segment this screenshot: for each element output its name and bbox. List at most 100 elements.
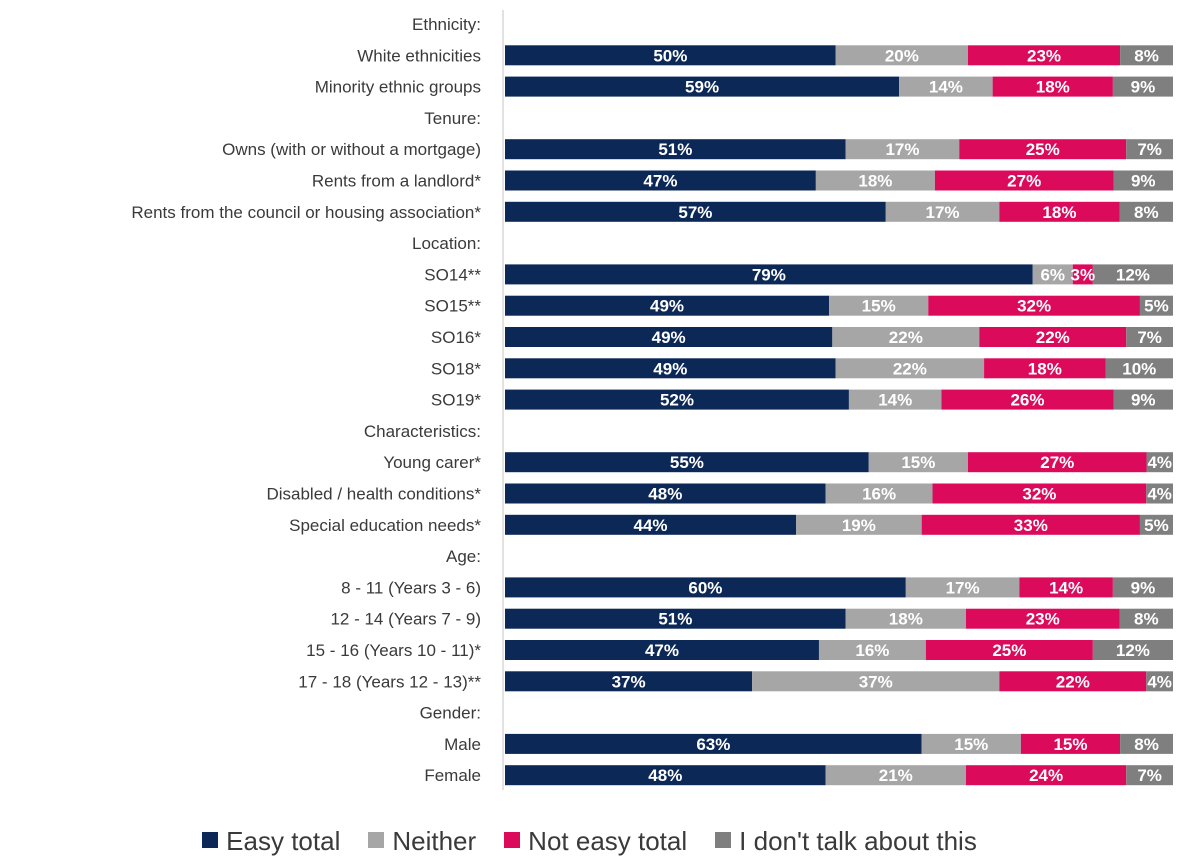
bar-segment: [928, 295, 1140, 316]
bar-segment: [505, 765, 826, 786]
category-labels: Ethnicity: White ethnicities Minority ethn…: [131, 15, 481, 785]
category-label: SO16*: [431, 328, 481, 347]
bar-segment: [505, 170, 816, 191]
data-label: 32%: [1017, 297, 1051, 316]
bar-segment: [899, 76, 993, 97]
data-label: 50%: [653, 46, 687, 65]
bar-segment: [934, 170, 1114, 191]
bar-segment: [505, 608, 846, 629]
data-label: 7%: [1137, 140, 1162, 159]
data-label: 15%: [1053, 735, 1087, 754]
data-label: 18%: [1028, 359, 1062, 378]
bar-segment: [1032, 264, 1073, 285]
data-label: 24%: [1029, 766, 1063, 785]
data-label: 22%: [889, 328, 923, 347]
data-label: 16%: [855, 641, 889, 660]
data-label: 37%: [612, 672, 646, 691]
bar-segment: [505, 577, 906, 598]
bar-segment: [1105, 358, 1173, 379]
data-label: 14%: [878, 391, 912, 410]
category-label: SO19*: [431, 391, 481, 410]
category-label: Rents from the council or housing associ…: [131, 203, 481, 222]
data-label: 12%: [1116, 265, 1150, 284]
category-label: Age:: [446, 547, 481, 566]
bar-segment: [1126, 139, 1173, 160]
data-label: 22%: [1036, 328, 1070, 347]
bar-segment: [752, 671, 1000, 692]
data-label: 17%: [885, 140, 919, 159]
data-label: 48%: [648, 485, 682, 504]
bar-segment: [1119, 608, 1173, 629]
bar-segment: [1120, 45, 1173, 66]
category-label: SO15**: [424, 297, 481, 316]
data-label: 47%: [645, 641, 679, 660]
bar-segment: [835, 45, 968, 66]
data-label: 12%: [1116, 641, 1150, 660]
data-label: 18%: [1036, 78, 1070, 97]
legend-swatch: [202, 832, 219, 848]
bar-segments: [505, 45, 1173, 786]
category-label: 12 - 14 (Years 7 - 9): [330, 610, 481, 629]
legend-swatch: [715, 832, 732, 848]
data-label: 79%: [752, 265, 786, 284]
bar-segment: [1126, 327, 1173, 347]
category-label: Special education needs*: [289, 516, 481, 535]
bar-segment: [825, 483, 933, 504]
legend-swatch: [368, 832, 385, 848]
bar-segment: [905, 577, 1020, 598]
data-label: 47%: [643, 172, 677, 191]
data-label: 27%: [1040, 453, 1074, 472]
category-label: Minority ethnic groups: [315, 78, 481, 97]
data-label: 27%: [1007, 172, 1041, 191]
bar-segment: [925, 640, 1093, 660]
data-label: 18%: [889, 610, 923, 629]
bar-segment: [505, 327, 833, 347]
bar-segment: [505, 45, 836, 66]
legend-item: Not easy total: [504, 826, 687, 857]
category-label: Male: [444, 735, 481, 754]
legend-item: I don't talk about this: [715, 826, 977, 857]
bar-segment: [832, 327, 980, 347]
category-label: Gender:: [420, 704, 481, 723]
category-label: Rents from a landlord*: [312, 172, 482, 191]
data-labels: 50% 20% 23% 8%59% 14% 18% 9%51% 17% 25% 7%47% 18% 2…: [612, 46, 1172, 785]
bar-segment: [505, 201, 886, 222]
bar-segment: [1020, 733, 1121, 754]
category-label: 15 - 16 (Years 10 - 11)*: [306, 641, 481, 660]
bar-segment: [941, 389, 1114, 410]
bar-segment: [1113, 170, 1173, 191]
legend: Easy total Neither Not easy total I don't t…: [0, 826, 1179, 857]
data-label: 8%: [1134, 46, 1159, 65]
data-label: 14%: [1049, 578, 1083, 597]
bar-segment: [1112, 76, 1173, 97]
data-label: 48%: [648, 766, 682, 785]
data-label: 52%: [660, 391, 694, 410]
category-label: Characteristics:: [364, 422, 481, 441]
bar-segment: [505, 295, 830, 316]
data-label: 25%: [1026, 140, 1060, 159]
bar-segment: [967, 452, 1147, 473]
bar-segment: [932, 483, 1147, 504]
bar-segment: [1139, 514, 1173, 535]
legend-item: Easy total: [202, 826, 340, 857]
legend-item: Neither: [368, 826, 476, 857]
data-label: 5%: [1144, 516, 1169, 535]
category-label: Disabled / health conditions*: [266, 485, 481, 504]
data-label: 5%: [1144, 297, 1169, 316]
bar-segment: [1146, 483, 1173, 504]
bar-segment: [796, 514, 922, 535]
bar-segment: [992, 76, 1113, 97]
bar-segment: [921, 514, 1140, 535]
category-label: Young carer*: [383, 453, 481, 472]
data-label: 18%: [858, 172, 892, 191]
data-label: 16%: [862, 485, 896, 504]
data-label: 9%: [1131, 391, 1156, 410]
bar-segment: [1146, 452, 1173, 473]
bar-segment: [1092, 640, 1173, 660]
bar-segment: [1092, 264, 1173, 285]
bar-segment: [505, 452, 869, 473]
bar-segment: [1113, 389, 1173, 410]
category-label: Tenure:: [424, 109, 481, 128]
bar-segment: [965, 608, 1120, 629]
bar-segment: [845, 608, 966, 629]
